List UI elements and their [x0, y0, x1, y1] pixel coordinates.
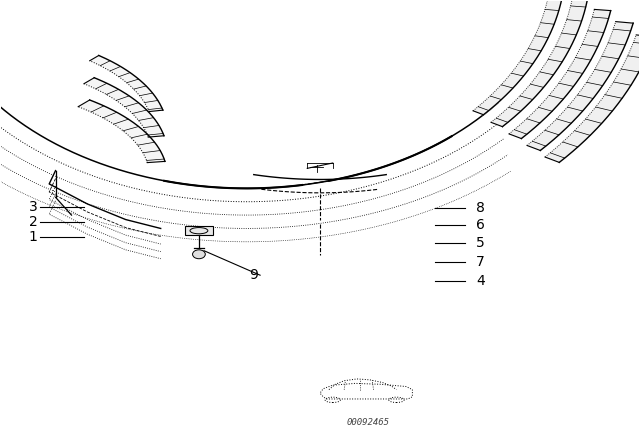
- Text: 00092465: 00092465: [346, 418, 389, 426]
- Polygon shape: [84, 78, 164, 137]
- Circle shape: [193, 250, 205, 259]
- Polygon shape: [185, 226, 213, 235]
- Polygon shape: [527, 22, 633, 151]
- Text: 7: 7: [476, 255, 485, 269]
- Text: 6: 6: [476, 218, 485, 233]
- Text: 4: 4: [476, 274, 485, 288]
- Polygon shape: [78, 100, 165, 163]
- Text: 9: 9: [248, 268, 257, 282]
- Text: 3: 3: [29, 200, 38, 214]
- Polygon shape: [90, 56, 163, 112]
- Polygon shape: [491, 0, 588, 127]
- Polygon shape: [509, 9, 611, 138]
- Text: 8: 8: [476, 201, 485, 215]
- Text: 2: 2: [29, 215, 38, 229]
- Text: 1: 1: [29, 230, 38, 244]
- Polygon shape: [545, 35, 640, 162]
- Polygon shape: [473, 0, 564, 115]
- Text: 5: 5: [476, 236, 485, 250]
